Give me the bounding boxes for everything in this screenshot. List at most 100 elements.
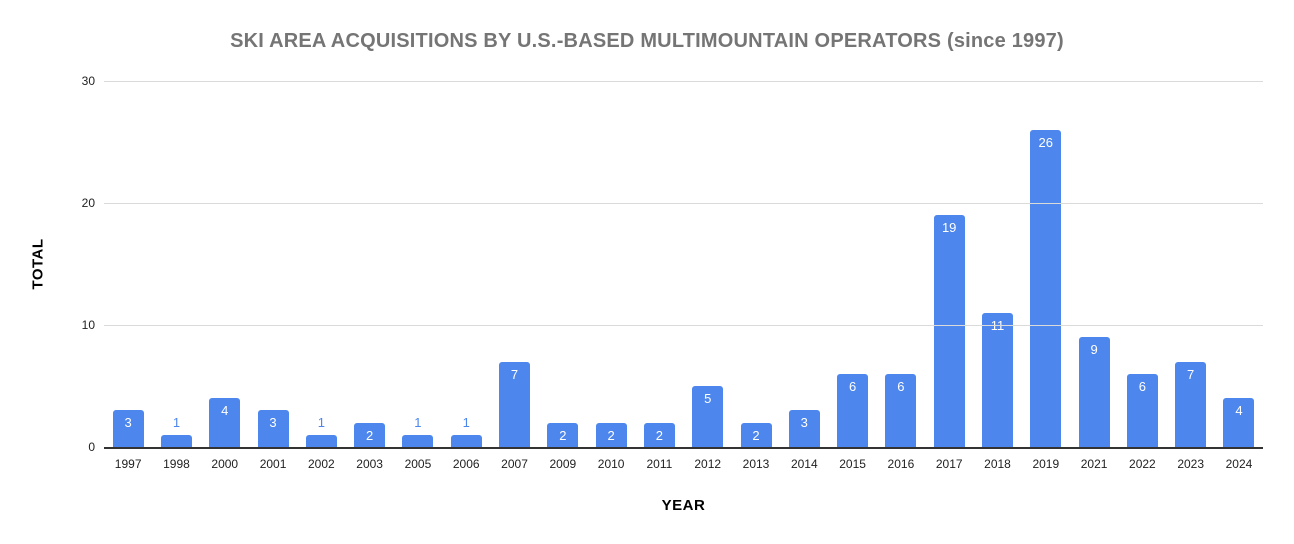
bar-2007: 7	[499, 361, 531, 447]
bar-2003: 2	[354, 422, 386, 447]
bar-value-label-2021: 9	[1090, 342, 1098, 358]
x-tick-label-2018: 2018	[984, 457, 1011, 471]
gridline-10	[104, 325, 1263, 326]
bar-value-label-1997: 3	[124, 415, 132, 431]
bar-value-label-2017: 19	[941, 220, 957, 236]
bar-value-label-2023: 7	[1187, 366, 1195, 382]
bar-group-1997: 3 1997	[104, 81, 152, 471]
bar-group-2006: 1 2006	[442, 81, 490, 471]
y-tick-label-0: 0	[88, 440, 95, 454]
bar-2018: 11	[981, 312, 1013, 447]
x-tick-label-2000: 2000	[211, 457, 239, 471]
bar-2016: 6	[885, 373, 917, 447]
bar-1997: 3	[112, 410, 144, 447]
bar-2019: 26	[1030, 129, 1062, 447]
bar-group-2024: 4 2024	[1215, 81, 1263, 471]
bar-group-2007: 7 2007	[490, 81, 538, 471]
bar-2023: 7	[1175, 361, 1207, 447]
x-tick-label-2006: 2006	[452, 457, 480, 471]
bar-value-label-2009: 2	[559, 427, 567, 443]
bar-group-2000: 4 2000	[201, 81, 249, 471]
bar-group-2003: 2 2003	[345, 81, 393, 471]
bar-group-2002: 1 2002	[297, 81, 345, 471]
bar-value-label-2010: 2	[607, 427, 615, 443]
bar-2024: 4	[1223, 398, 1255, 447]
x-tick-label-2016: 2016	[887, 457, 915, 471]
bar-value-label-2012: 5	[704, 391, 712, 406]
bar-1998: 1	[160, 415, 192, 447]
y-tick-label-20: 20	[81, 196, 95, 210]
x-tick-label-2002: 2002	[307, 457, 335, 471]
x-tick-label-2015: 2015	[839, 457, 866, 471]
bar-value-label-2022: 6	[1138, 378, 1146, 394]
bar-2017: 19	[933, 215, 965, 447]
x-tick-label-2005: 2005	[404, 457, 432, 471]
x-tick-label-2024: 2024	[1225, 457, 1253, 471]
y-axis-title: TOTAL	[29, 238, 47, 290]
chart-title: SKI AREA ACQUISITIONS BY U.S.-BASED MULT…	[230, 30, 1064, 52]
bar-2002: 1	[305, 415, 337, 447]
y-tick-label-10: 10	[81, 318, 95, 332]
bar-2005: 1	[402, 415, 434, 447]
x-axis-title: YEAR	[661, 497, 706, 514]
x-tick-label-2009: 2009	[549, 457, 577, 471]
gridline-20	[104, 203, 1263, 204]
bar-value-label-2013: 2	[752, 427, 760, 443]
x-tick-label-1998: 1998	[163, 457, 190, 471]
bar-value-label-2007: 7	[510, 366, 519, 382]
bar-group-2014: 3 2014	[780, 81, 828, 471]
bar-group-2023: 7 2023	[1167, 81, 1215, 471]
x-tick-label-2017: 2017	[935, 457, 963, 471]
x-tick-label-2011: 2011	[646, 457, 673, 471]
bar-value-label-2024: 4	[1235, 403, 1243, 419]
bar-2006: 1	[450, 415, 482, 447]
bar-group-2010: 2 2010	[587, 81, 635, 471]
bar-value-label-2001: 3	[269, 415, 277, 431]
bar-value-label-1998: 1	[172, 414, 181, 430]
bar-group-2013: 2 2013	[732, 81, 780, 471]
bar-value-label-2016: 6	[897, 378, 905, 394]
x-tick-label-2014: 2014	[790, 457, 818, 471]
bar-value-label-2019: 26	[1038, 134, 1054, 150]
x-tick-label-2021: 2021	[1080, 457, 1108, 471]
bar-2010: 2	[595, 422, 627, 447]
bar-value-label-2014: 3	[800, 415, 808, 431]
bars-container: 3 1997 1 1998 4 2000 3 2001 1 2002 2 2003 1 2005 1 2006…	[104, 81, 1263, 471]
bar-group-2022: 6 2022	[1118, 81, 1166, 471]
gridline-30	[104, 81, 1263, 82]
plot-area: 3 1997 1 1998 4 2000 3 2001 1 2002 2 2003 1 2005 1 2006…	[82, 74, 1263, 471]
bar-group-2017: 19 2017	[925, 81, 973, 471]
x-tick-label-1997: 1997	[114, 457, 142, 471]
bar-group-2018: 11 2018	[973, 81, 1021, 471]
bar-group-2005: 1 2005	[394, 81, 442, 471]
bar-2012: 5	[692, 386, 724, 447]
bar-group-2015: 6 2015	[828, 81, 876, 471]
bar-2015: 6	[837, 373, 869, 447]
x-tick-label-2003: 2003	[356, 457, 383, 471]
bar-value-label-2000: 4	[221, 403, 229, 419]
bar-group-1998: 1 1998	[152, 81, 200, 471]
bar-2011: 2	[643, 422, 675, 447]
bar-group-2009: 2 2009	[539, 81, 587, 471]
bar-group-2001: 3 2001	[249, 81, 297, 471]
x-tick-label-2022: 2022	[1129, 457, 1156, 471]
bar-2022: 6	[1126, 373, 1158, 447]
bar-2001: 3	[257, 410, 289, 447]
x-tick-label-2019: 2019	[1032, 457, 1060, 471]
bar-2009: 2	[547, 422, 579, 447]
bar-2021: 9	[1078, 337, 1110, 447]
bar-group-2016: 6 2016	[877, 81, 925, 471]
x-tick-label-2007: 2007	[501, 457, 528, 471]
x-tick-label-2023: 2023	[1177, 457, 1205, 471]
x-tick-label-2012: 2012	[694, 457, 722, 471]
bar-value-label-2003: 2	[366, 427, 374, 443]
bar-2000: 4	[209, 398, 241, 447]
bar-group-2011: 2 2011	[635, 81, 683, 471]
bar-2013: 2	[740, 422, 772, 447]
bar-value-label-2015: 6	[848, 378, 857, 394]
bar-group-2021: 9 2021	[1070, 81, 1118, 471]
y-tick-label-30: 30	[81, 74, 95, 88]
bar-2014: 3	[788, 410, 820, 447]
bar-value-label-2011: 2	[655, 427, 664, 443]
